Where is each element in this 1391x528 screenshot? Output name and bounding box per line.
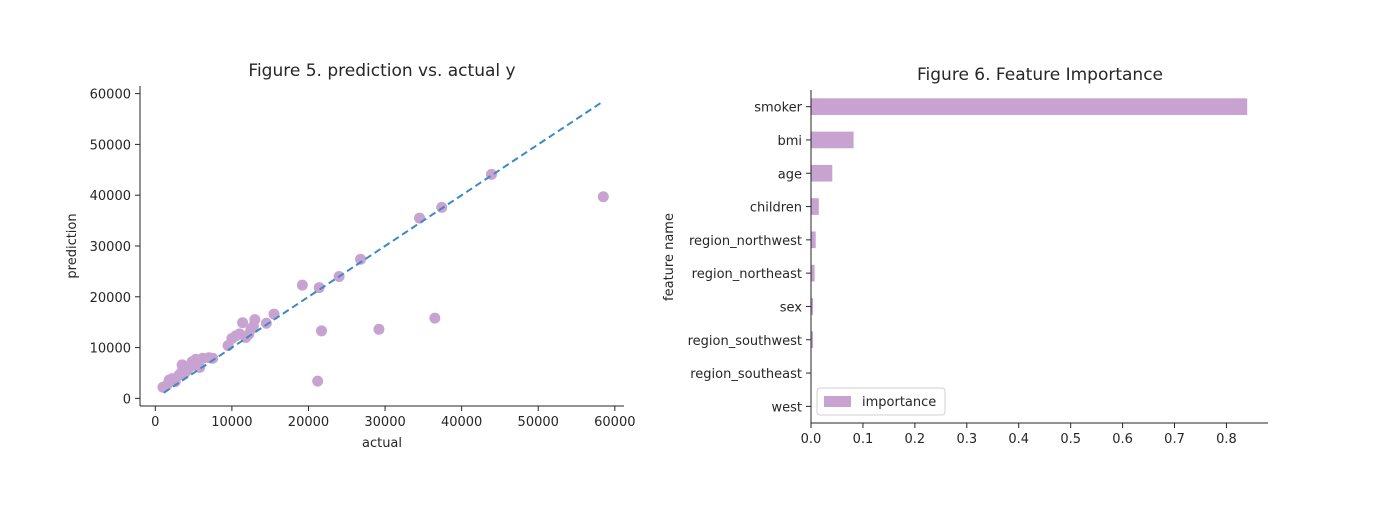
bar-chart: Figure 6. Feature Importance 0.0 0.1 0.2 0.… <box>662 65 1268 447</box>
legend-swatch <box>824 396 851 407</box>
x-tick-label: 0.6 <box>1112 432 1133 447</box>
scatter-x-ticks: 0 10000 20000 30000 40000 50000 60000 <box>151 406 635 430</box>
x-tick-label: 0.5 <box>1060 432 1081 447</box>
bar-legend: importance <box>816 387 946 416</box>
bar-bmi <box>811 131 854 149</box>
scatter-point <box>414 212 426 224</box>
x-tick-label: 0.8 <box>1216 432 1237 447</box>
category-label: region_northeast <box>692 267 802 282</box>
x-tick-label: 0.0 <box>801 432 822 447</box>
bar-region_northwest <box>811 231 816 249</box>
scatter-y-axis-label: prediction <box>65 213 80 278</box>
reference-line <box>163 100 604 394</box>
x-tick-label: 20000 <box>288 415 329 430</box>
bar-smoker <box>811 98 1248 115</box>
scatter-point <box>207 352 219 364</box>
legend-box <box>816 387 946 416</box>
scatter-point <box>260 317 272 329</box>
category-label: west <box>771 400 802 415</box>
scatter-points <box>157 168 609 393</box>
x-tick-label: 0.3 <box>956 432 977 447</box>
y-tick-label: 20000 <box>90 291 131 306</box>
x-tick-label: 50000 <box>518 415 559 430</box>
y-tick-label: 60000 <box>90 88 131 103</box>
scatter-point <box>249 314 261 326</box>
category-label: age <box>778 167 802 182</box>
bar-x-ticks: 0.0 0.1 0.2 0.3 0.4 0.5 0.6 0.7 0.8 <box>801 423 1237 447</box>
legend-label: importance <box>862 395 936 410</box>
scatter-y-ticks: 0 10000 20000 30000 40000 50000 60000 <box>90 88 140 407</box>
scatter-point <box>373 323 385 335</box>
scatter-chart: Figure 5. prediction vs. actual y 0 10000… <box>65 61 635 451</box>
scatter-point <box>194 361 206 373</box>
scatter-point <box>312 375 324 387</box>
x-tick-label: 0.1 <box>853 432 874 447</box>
scatter-point <box>597 191 609 203</box>
category-label: region_southwest <box>688 334 802 349</box>
x-tick-label: 10000 <box>211 415 252 430</box>
scatter-point <box>296 279 308 291</box>
bar-sex <box>811 298 814 315</box>
bar-y-ticks: smoker bmi age children region_northwestregi… <box>688 101 811 415</box>
x-tick-label: 40000 <box>441 415 482 430</box>
y-tick-label: 30000 <box>90 240 131 255</box>
scatter-chart-title: Figure 5. prediction vs. actual y <box>248 61 515 81</box>
scatter-point <box>429 312 441 324</box>
x-tick-label: 60000 <box>594 415 635 430</box>
y-tick-label: 50000 <box>90 138 131 153</box>
bar-group <box>811 98 1248 382</box>
category-label: region_southeast <box>690 367 802 382</box>
x-tick-label: 0.7 <box>1164 432 1185 447</box>
x-tick-label: 0.2 <box>905 432 926 447</box>
y-tick-label: 10000 <box>90 342 131 357</box>
bar-region_northeast <box>811 264 815 282</box>
scatter-x-axis-label: actual <box>362 436 402 451</box>
category-label: sex <box>780 300 803 315</box>
y-tick-label: 40000 <box>90 189 131 204</box>
category-label: children <box>750 201 802 216</box>
bar-age <box>811 164 833 182</box>
x-tick-label: 0 <box>151 415 159 430</box>
bar-children <box>811 198 819 215</box>
category-label: region_northwest <box>689 234 802 249</box>
scatter-point <box>237 317 249 329</box>
category-label: bmi <box>777 134 802 149</box>
y-tick-label: 0 <box>123 392 131 407</box>
x-tick-label: 0.4 <box>1008 432 1029 447</box>
bar-chart-title: Figure 6. Feature Importance <box>917 65 1163 85</box>
bar-y-axis-label: feature name <box>662 213 677 301</box>
scatter-point <box>355 253 367 265</box>
bar-region_southwest <box>811 331 814 349</box>
scatter-point <box>313 282 325 294</box>
category-label: smoker <box>754 101 802 116</box>
x-tick-label: 30000 <box>364 415 405 430</box>
scatter-point <box>316 325 327 337</box>
